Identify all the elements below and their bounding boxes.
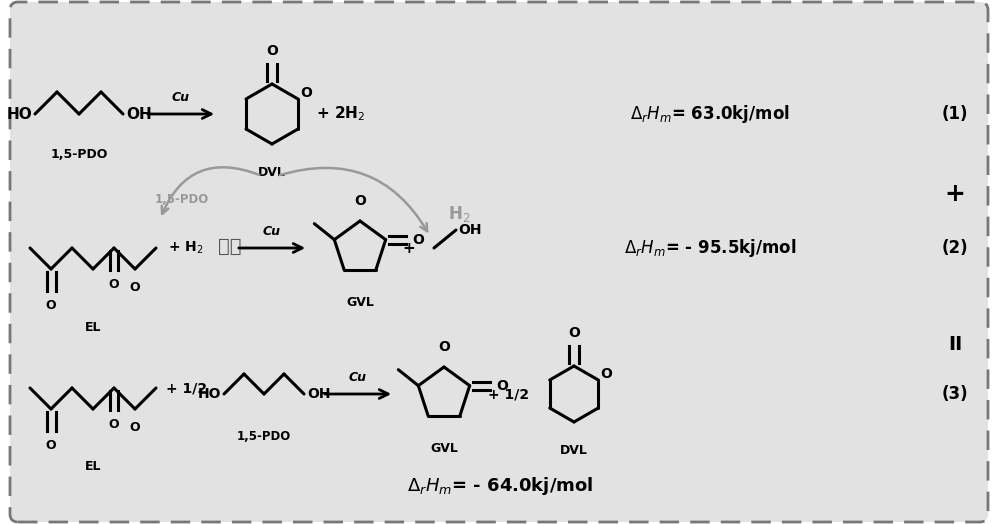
Text: OH: OH (458, 223, 482, 237)
Text: + 1/2: + 1/2 (488, 387, 529, 401)
Text: DVL: DVL (258, 166, 286, 179)
Text: EL: EL (85, 321, 101, 333)
Text: HO: HO (198, 387, 221, 401)
Text: Cu: Cu (349, 371, 367, 384)
Text: O: O (300, 86, 312, 100)
Text: O: O (46, 299, 56, 312)
Text: EL: EL (85, 461, 101, 474)
Text: 1,5-PDO: 1,5-PDO (155, 193, 209, 206)
Text: II: II (948, 334, 962, 354)
Text: GVL: GVL (430, 442, 458, 455)
Text: + 1/2: + 1/2 (166, 381, 207, 395)
Text: (2): (2) (942, 239, 968, 257)
Text: + H$_2$: + H$_2$ (168, 240, 203, 256)
FancyBboxPatch shape (10, 2, 988, 522)
Text: O: O (109, 278, 119, 291)
Text: 热量: 热量 (218, 236, 242, 256)
Text: O: O (130, 281, 140, 294)
Text: $\Delta_rH_m$= - 95.5kj/mol: $\Delta_rH_m$= - 95.5kj/mol (624, 237, 796, 259)
Text: Cu: Cu (172, 91, 190, 104)
Text: O: O (130, 421, 140, 434)
Text: Cu: Cu (263, 225, 281, 238)
Text: O: O (109, 418, 119, 431)
Text: +: + (945, 182, 965, 206)
Text: O: O (568, 326, 580, 340)
Text: O: O (497, 379, 509, 392)
Text: O: O (600, 367, 612, 381)
Text: O: O (354, 194, 366, 208)
Text: $\Delta_rH_m$= - 64.0kj/mol: $\Delta_rH_m$= - 64.0kj/mol (407, 475, 593, 497)
Text: GVL: GVL (346, 297, 374, 310)
Text: (1): (1) (942, 105, 968, 123)
Text: OH: OH (126, 106, 152, 122)
Text: $\Delta_rH_m$= 63.0kj/mol: $\Delta_rH_m$= 63.0kj/mol (630, 103, 790, 125)
Text: O: O (46, 439, 56, 452)
Text: +: + (402, 241, 415, 256)
Text: OH: OH (307, 387, 330, 401)
Text: O: O (266, 44, 278, 58)
Text: (3): (3) (942, 385, 968, 403)
Text: HO: HO (6, 106, 32, 122)
Text: 1,5-PDO: 1,5-PDO (50, 147, 108, 160)
Text: O: O (413, 233, 425, 247)
Text: + 2H$_2$: + 2H$_2$ (316, 105, 365, 123)
Text: H$_2$: H$_2$ (448, 204, 470, 224)
Text: DVL: DVL (560, 443, 588, 456)
Text: O: O (438, 340, 450, 354)
Text: 1,5-PDO: 1,5-PDO (237, 430, 291, 442)
